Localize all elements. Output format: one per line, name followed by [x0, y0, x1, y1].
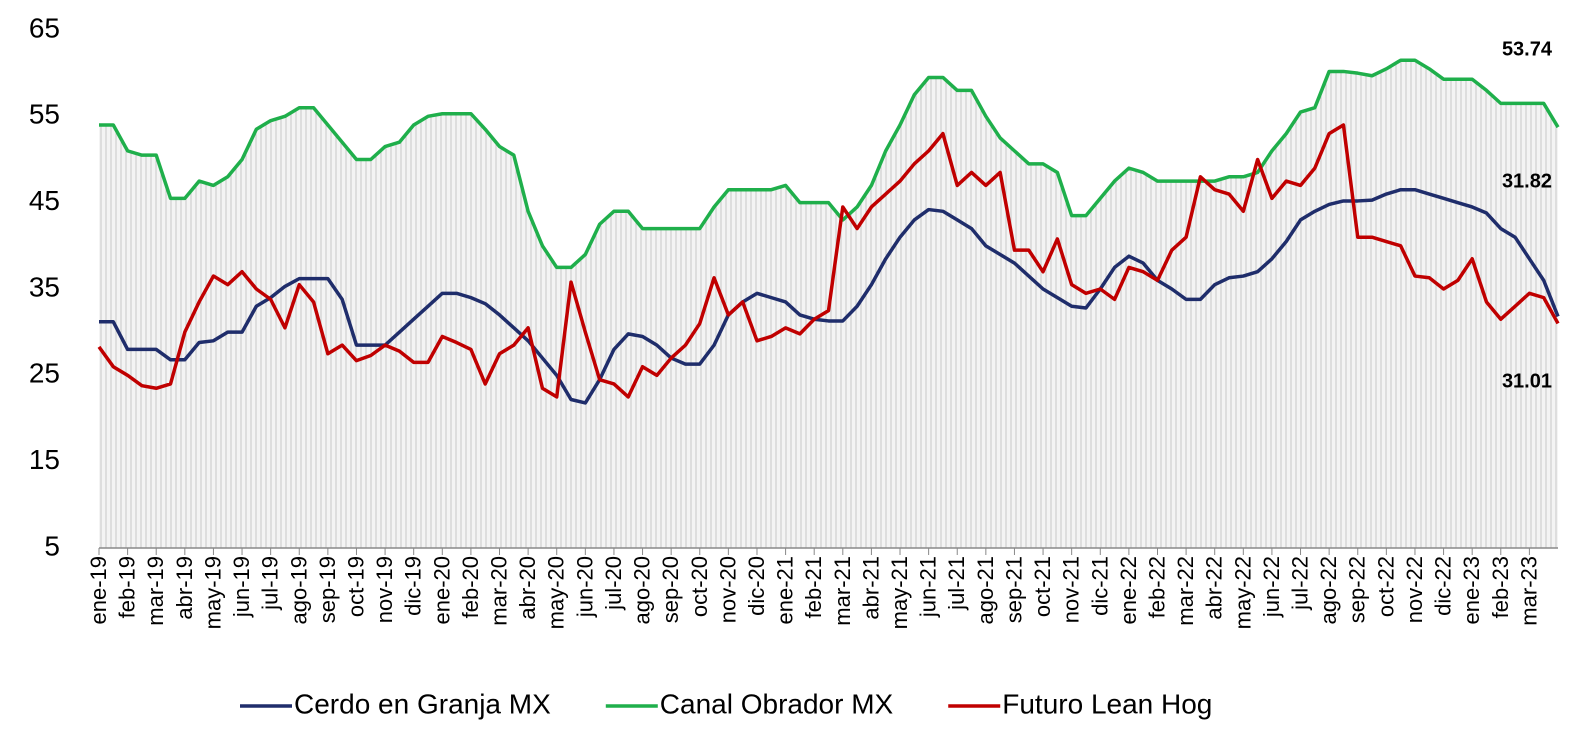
x-tick-label: mar-21: [830, 556, 855, 626]
x-tick-label: jul-20: [601, 556, 626, 611]
x-tick-label: mar-23: [1516, 556, 1541, 626]
x-tick-label: feb-21: [801, 556, 826, 618]
x-tick-label: ago-22: [1316, 556, 1341, 625]
x-tick-label: nov-22: [1402, 556, 1427, 623]
x-tick-label: oct-21: [1030, 556, 1055, 617]
x-tick-label: abr-21: [858, 556, 883, 620]
x-tick-label: ago-21: [973, 556, 998, 625]
x-tick-label: may-20: [544, 556, 569, 629]
x-tick-label: dic-19: [401, 556, 426, 616]
legend-label: Canal Obrador MX: [660, 688, 894, 719]
y-tick-label: 5: [44, 530, 60, 561]
x-tick-label: jun-20: [572, 556, 597, 618]
x-tick-label: abr-20: [515, 556, 540, 620]
series-line: [97, 123, 1560, 399]
y-tick-label: 15: [29, 444, 60, 475]
x-tick-label: mar-22: [1173, 556, 1198, 626]
end-value-label: 31.82: [1502, 170, 1552, 192]
x-tick-label: nov-21: [1059, 556, 1084, 623]
y-tick-label: 65: [29, 12, 60, 43]
x-tick-label: mar-19: [143, 556, 168, 626]
x-tick-label: sep-19: [315, 556, 340, 623]
x-tick-label: jul-19: [258, 556, 283, 611]
x-tick-label: sep-20: [658, 556, 683, 623]
x-tick-label: sep-21: [1001, 556, 1026, 623]
x-tick-label: jun-22: [1259, 556, 1284, 618]
end-value-label: 31.01: [1502, 370, 1552, 392]
x-tick-label: jun-21: [916, 556, 941, 618]
legend-label: Futuro Lean Hog: [1002, 688, 1212, 719]
x-tick-label: dic-20: [744, 556, 769, 616]
x-tick-label: jun-19: [229, 556, 254, 618]
y-tick-label: 45: [29, 185, 60, 216]
x-tick-label: nov-19: [372, 556, 397, 623]
x-tick-label: abr-22: [1202, 556, 1227, 620]
x-tick-label: may-22: [1230, 556, 1255, 629]
x-tick-label: ene-21: [773, 556, 798, 625]
x-tick-label: feb-23: [1488, 556, 1513, 618]
x-tick-label: jul-21: [944, 556, 969, 611]
x-tick-label: abr-19: [172, 556, 197, 620]
x-tick-label: sep-22: [1345, 556, 1370, 623]
legend: Cerdo en Granja MX Canal Obrador MX Futuro…: [240, 688, 1212, 719]
x-tick-label: feb-22: [1144, 556, 1169, 618]
x-tick-label: dic-22: [1431, 556, 1456, 616]
x-tick-label: ago-19: [286, 556, 311, 625]
x-tick-label: nov-20: [715, 556, 740, 623]
x-tick-label: oct-22: [1373, 556, 1398, 617]
x-tick-label: feb-19: [115, 556, 140, 618]
x-tick-label: jul-22: [1288, 556, 1313, 611]
x-tick-label: ene-22: [1116, 556, 1141, 625]
x-tick-label: mar-20: [487, 556, 512, 626]
series-line: [99, 187, 1560, 405]
y-tick-label: 25: [29, 358, 60, 389]
end-value-label: 53.74: [1502, 38, 1553, 60]
x-tick-label: may-19: [200, 556, 225, 629]
y-tick-label: 55: [29, 99, 60, 130]
x-tick-label: ene-20: [429, 556, 454, 625]
x-tick-label: dic-21: [1087, 556, 1112, 616]
x-tick-label: may-21: [887, 556, 912, 629]
x-tick-label: ene-19: [86, 556, 111, 625]
legend-label: Cerdo en Granja MX: [294, 688, 551, 719]
series-line: [99, 58, 1560, 270]
x-tick-label: ago-20: [630, 556, 655, 625]
x-tick-label: ene-23: [1459, 556, 1484, 625]
x-tick-label: oct-20: [687, 556, 712, 617]
y-tick-label: 35: [29, 271, 60, 302]
x-tick-label: oct-19: [343, 556, 368, 617]
x-tick-label: feb-20: [458, 556, 483, 618]
